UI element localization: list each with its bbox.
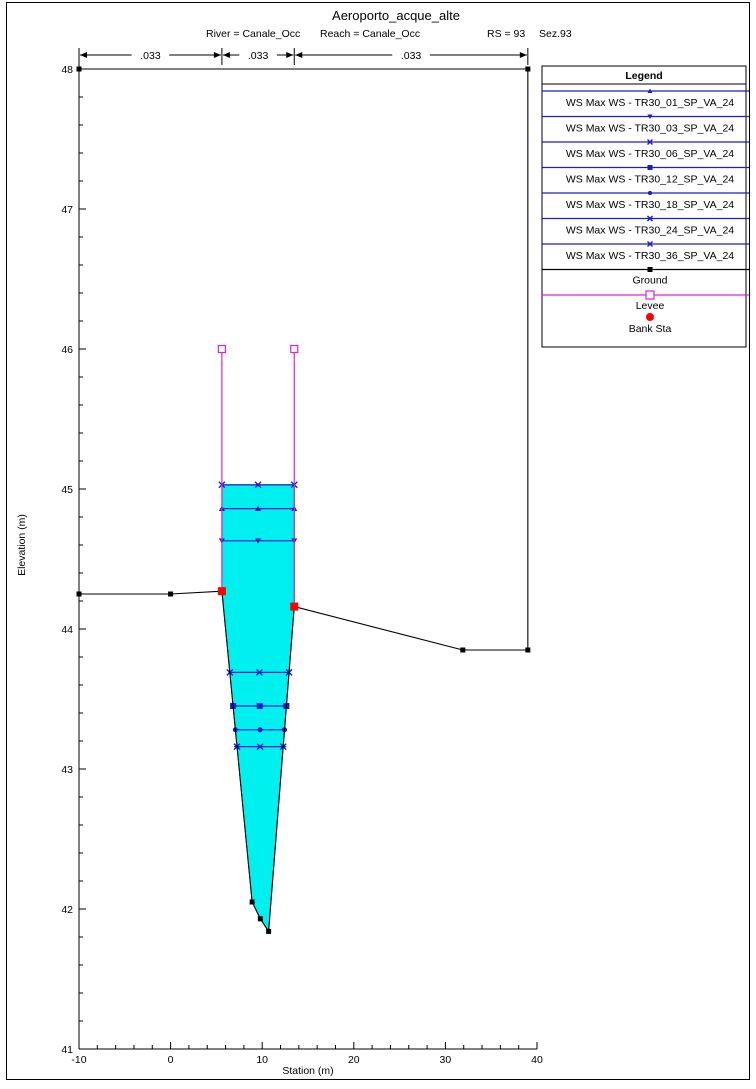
legend-ws-label-5: WS Max WS - TR30_24_SP_VA_24 <box>566 225 734 237</box>
x-tick-label: 0 <box>168 1054 174 1066</box>
legend-ws-label-2: WS Max WS - TR30_06_SP_VA_24 <box>566 148 734 160</box>
x-tick-label: 10 <box>256 1054 268 1066</box>
manning-label-2: .033 <box>401 50 422 62</box>
ground-point-3 <box>249 899 255 905</box>
ws-marker-5-1 <box>256 743 264 751</box>
legend-ws-label-1: WS Max WS - TR30_03_SP_VA_24 <box>566 123 734 135</box>
x-tick-label: 30 <box>440 1054 452 1066</box>
legend-levee-marker <box>645 290 655 300</box>
ws-marker-6-1 <box>254 481 262 489</box>
y-tick-label: 47 <box>61 204 73 216</box>
x-tick-label: 40 <box>531 1054 543 1066</box>
y-tick-label: 45 <box>61 484 73 496</box>
manning-arrow-l-2 <box>295 52 303 58</box>
legend-ground-label: Ground <box>632 275 667 287</box>
manning-label-0: .033 <box>140 50 161 62</box>
ws-marker-4-1 <box>257 727 263 733</box>
y-tick-label: 44 <box>61 624 73 636</box>
x-axis-label: Station (m) <box>282 1065 333 1077</box>
y-tick-label: 41 <box>61 1044 73 1056</box>
subtitle-rs: RS = 93 <box>487 28 525 40</box>
legend-ws-label-6: WS Max WS - TR30_36_SP_VA_24 <box>566 250 734 262</box>
y-tick-label: 48 <box>61 64 73 76</box>
y-axis-label: Elevation (m) <box>16 514 28 576</box>
ws-marker-0-1 <box>255 505 262 511</box>
ws-marker-3-1 <box>256 703 263 709</box>
levee-marker-1 <box>290 344 299 354</box>
bank-station-0 <box>217 587 226 596</box>
ws-marker-1-1 <box>255 538 262 544</box>
legend-ws-marker-5 <box>647 215 653 222</box>
y-tick-label: 42 <box>61 904 73 916</box>
legend-bank-label: Bank Sta <box>629 323 672 335</box>
legend-ws-label-4: WS Max WS - TR30_18_SP_VA_24 <box>566 199 734 211</box>
ground-point-1 <box>168 591 174 597</box>
legend-title: Legend <box>625 70 662 82</box>
legend-ground-marker <box>647 267 653 272</box>
y-tick-label: 43 <box>61 764 73 776</box>
y-tick-label: 46 <box>61 344 73 356</box>
subtitle-river: River = Canale_Occ <box>206 28 300 40</box>
legend-ws-marker-1 <box>647 114 653 119</box>
manning-arrow-r-2 <box>519 52 527 58</box>
subtitle-section: Sez.93 <box>539 28 572 40</box>
manning-label-1: .033 <box>248 50 269 62</box>
x-tick-label: -10 <box>71 1054 86 1066</box>
legend-ws-marker-0 <box>647 88 653 93</box>
legend-ws-marker-6 <box>647 241 653 247</box>
legend-levee-label: Levee <box>636 300 665 312</box>
bank-station-1 <box>290 602 299 611</box>
legend-ws-marker-4 <box>647 190 653 196</box>
ground-point-7 <box>460 647 466 653</box>
legend-ws-label-0: WS Max WS - TR30_01_SP_VA_24 <box>566 97 734 109</box>
legend-ws-label-3: WS Max WS - TR30_12_SP_VA_24 <box>566 174 734 186</box>
ground-point-8 <box>525 647 531 653</box>
manning-arrow-r-1 <box>286 52 294 58</box>
ground-point-5 <box>266 928 272 934</box>
legend-bank-marker <box>646 313 654 321</box>
legend-ws-marker-3 <box>647 165 653 170</box>
x-tick-label: 20 <box>348 1054 360 1066</box>
chart: Aeroporto_acque_alte River = Canale_Occ Re… <box>16 8 749 1077</box>
ground-point-9 <box>525 66 531 72</box>
ground-point-4 <box>257 916 263 922</box>
manning-arrow-l-1 <box>222 52 230 58</box>
ground-line <box>79 68 529 934</box>
legend-ws-marker-2 <box>647 139 653 145</box>
subtitle-reach: Reach = Canale_Occ <box>320 28 420 40</box>
chart-frame: Aeroporto_acque_alte River = Canale_Occ Re… <box>6 2 750 1080</box>
levee-marker-0 <box>217 344 226 354</box>
legend-box <box>541 65 747 348</box>
chart-title: Aeroporto_acque_alte <box>332 8 460 23</box>
manning-arrow-r-0 <box>213 52 221 58</box>
ws-marker-2-1 <box>255 668 263 676</box>
manning-arrow-l-0 <box>80 52 87 58</box>
